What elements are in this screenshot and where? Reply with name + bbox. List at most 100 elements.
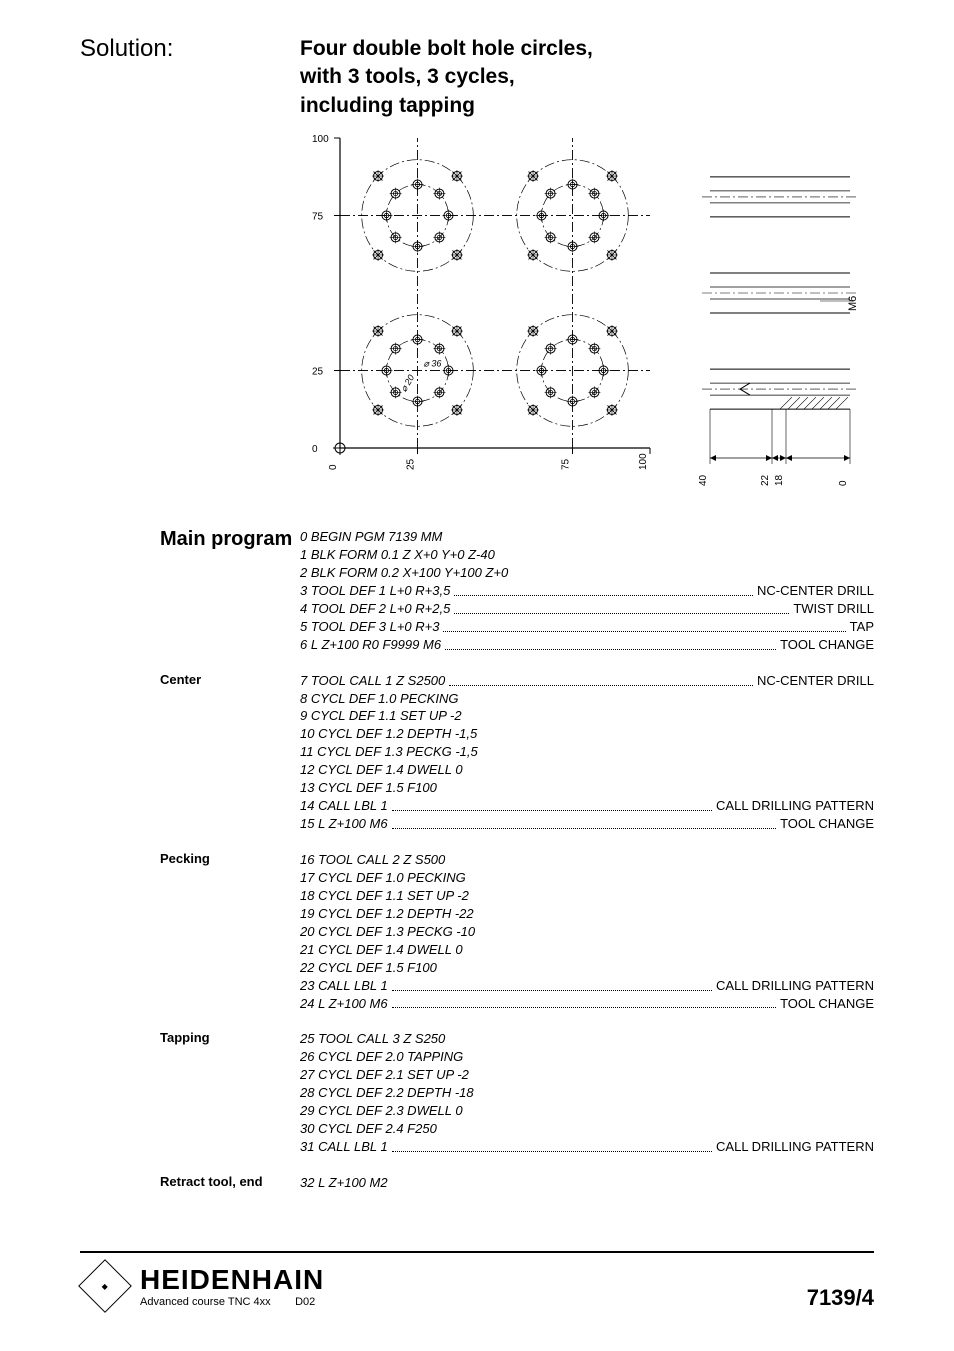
code-text: 21 CYCL DEF 1.4 DWELL 0 — [300, 941, 463, 959]
code-text: 29 CYCL DEF 2.3 DWELL 0 — [300, 1102, 463, 1120]
svg-text:75: 75 — [561, 458, 572, 470]
code-line: 7 TOOL CALL 1 Z S2500NC-CENTER DRILL — [300, 672, 874, 690]
code-text: 31 CALL LBL 1 — [300, 1138, 388, 1156]
page-number: 7139/4 — [807, 1285, 874, 1311]
code-line: 25 TOOL CALL 3 Z S250 — [300, 1030, 874, 1048]
header-row: Solution: Four double bolt hole circles,… — [80, 35, 874, 120]
section: Center 7 TOOL CALL 1 Z S2500NC-CENTER DRI… — [80, 672, 874, 833]
brand-logo-icon: ◆ — [78, 1259, 132, 1313]
code-line: 27 CYCL DEF 2.1 SET UP -2 — [300, 1066, 874, 1084]
leader-dots — [392, 995, 777, 1009]
code-text: 27 CYCL DEF 2.1 SET UP -2 — [300, 1066, 469, 1084]
leader-dots — [392, 797, 712, 811]
code-comment: CALL DRILLING PATTERN — [716, 1138, 874, 1156]
code-text: 11 CYCL DEF 1.3 PECKG -1,5 — [300, 743, 478, 761]
svg-text:0: 0 — [838, 480, 849, 486]
code-line: 21 CYCL DEF 1.4 DWELL 0 — [300, 941, 874, 959]
course-label: Advanced course TNC 4xx — [140, 1296, 271, 1308]
code-line: 16 TOOL CALL 2 Z S500 — [300, 851, 874, 869]
code-comment: NC-CENTER DRILL — [757, 672, 874, 690]
code-line: 15 L Z+100 M6 TOOL CHANGE — [300, 815, 874, 833]
code-lines: 25 TOOL CALL 3 Z S25026 CYCL DEF 2.0 TAP… — [300, 1030, 874, 1156]
brand-block: ◆ HEIDENHAIN Advanced course TNC 4xx D02 — [80, 1261, 324, 1311]
code-line: 6 L Z+100 R0 F9999 M6 TOOL CHANGE — [300, 636, 874, 654]
svg-text:22: 22 — [760, 474, 771, 486]
brand-name: HEIDENHAIN — [140, 1264, 324, 1296]
code-text: 15 L Z+100 M6 — [300, 815, 388, 833]
code-text: 19 CYCL DEF 1.2 DEPTH -22 — [300, 905, 474, 923]
code-line: 8 CYCL DEF 1.0 PECKING — [300, 690, 874, 708]
code-line: 9 CYCL DEF 1.1 SET UP -2 — [300, 707, 874, 725]
svg-text:40: 40 — [698, 474, 709, 486]
section-label: Main program — [160, 528, 292, 551]
code-lines: 16 TOOL CALL 2 Z S50017 CYCL DEF 1.0 PEC… — [300, 851, 874, 1012]
code-text: 1 BLK FORM 0.1 Z X+0 Y+0 Z-40 — [300, 546, 495, 564]
code-comment: TWIST DRILL — [793, 600, 874, 618]
svg-text:18: 18 — [774, 474, 785, 486]
code-line: 4 TOOL DEF 2 L+0 R+2,5 TWIST DRILL — [300, 600, 874, 618]
code-line: 26 CYCL DEF 2.0 TAPPING — [300, 1048, 874, 1066]
svg-text:100: 100 — [312, 134, 329, 145]
code-text: 12 CYCL DEF 1.4 DWELL 0 — [300, 761, 463, 779]
solution-label: Solution: — [80, 35, 300, 63]
code-text: 3 TOOL DEF 1 L+0 R+3,5 — [300, 582, 450, 600]
code-line: 3 TOOL DEF 1 L+0 R+3,5 NC-CENTER DRILL — [300, 582, 874, 600]
code-comment: TOOL CHANGE — [780, 815, 874, 833]
section: Pecking 16 TOOL CALL 2 Z S50017 CYCL DEF … — [80, 851, 874, 1012]
code-comment: CALL DRILLING PATTERN — [716, 797, 874, 815]
code-line: 32 L Z+100 M2 — [300, 1174, 874, 1192]
code-comment: TOOL CHANGE — [780, 995, 874, 1013]
code-line: 19 CYCL DEF 1.2 DEPTH -22 — [300, 905, 874, 923]
code-comment: CALL DRILLING PATTERN — [716, 977, 874, 995]
svg-text:25: 25 — [312, 367, 324, 378]
section: Tapping 25 TOOL CALL 3 Z S25026 CYCL DEF … — [80, 1030, 874, 1156]
code-line: 28 CYCL DEF 2.2 DEPTH -18 — [300, 1084, 874, 1102]
code-text: 2 BLK FORM 0.2 X+100 Y+100 Z+0 — [300, 564, 508, 582]
code-text: 17 CYCL DEF 1.0 PECKING — [300, 869, 466, 887]
code-text: 8 CYCL DEF 1.0 PECKING — [300, 690, 458, 708]
code-line: 30 CYCL DEF 2.4 F250 — [300, 1120, 874, 1138]
svg-text:0: 0 — [312, 444, 318, 455]
code-text: 10 CYCL DEF 1.2 DEPTH -1,5 — [300, 725, 477, 743]
section-label: Retract tool, end — [160, 1174, 263, 1189]
section-label: Tapping — [160, 1030, 210, 1045]
code-text: 0 BEGIN PGM 7139 MM — [300, 528, 442, 546]
leader-dots — [392, 815, 777, 829]
title-line-3: including tapping — [300, 92, 593, 120]
code-text: 5 TOOL DEF 3 L+0 R+3 — [300, 618, 439, 636]
code-line: 24 L Z+100 M6TOOL CHANGE — [300, 995, 874, 1013]
code-lines: 7 TOOL CALL 1 Z S2500NC-CENTER DRILL8 CY… — [300, 672, 874, 833]
code-comment: TOOL CHANGE — [780, 636, 874, 654]
code-line: 2 BLK FORM 0.2 X+100 Y+100 Z+0 — [300, 564, 874, 582]
code-text: 20 CYCL DEF 1.3 PECKG -10 — [300, 923, 475, 941]
code-line: 22 CYCL DEF 1.5 F100 — [300, 959, 874, 977]
leader-dots — [392, 1138, 712, 1152]
code-text: 26 CYCL DEF 2.0 TAPPING — [300, 1048, 463, 1066]
code-text: 6 L Z+100 R0 F9999 M6 — [300, 636, 441, 654]
brand-sub: Advanced course TNC 4xx D02 — [140, 1296, 324, 1308]
section-label: Center — [160, 672, 201, 687]
code-line: 1 BLK FORM 0.1 Z X+0 Y+0 Z-40 — [300, 546, 874, 564]
section-label: Pecking — [160, 851, 210, 866]
code-line: 29 CYCL DEF 2.3 DWELL 0 — [300, 1102, 874, 1120]
svg-text:25: 25 — [406, 458, 417, 470]
code-line: 31 CALL LBL 1 CALL DRILLING PATTERN — [300, 1138, 874, 1156]
code-line: 14 CALL LBL 1CALL DRILLING PATTERN — [300, 797, 874, 815]
code-line: 17 CYCL DEF 1.0 PECKING — [300, 869, 874, 887]
leader-dots — [443, 618, 845, 632]
code-line: 18 CYCL DEF 1.1 SET UP -2 — [300, 887, 874, 905]
leader-dots — [445, 636, 776, 650]
svg-text:⌀ 36: ⌀ 36 — [424, 359, 442, 369]
code-text: 22 CYCL DEF 1.5 F100 — [300, 959, 437, 977]
code-lines: 0 BEGIN PGM 7139 MM1 BLK FORM 0.1 Z X+0 … — [300, 528, 874, 654]
svg-text:75: 75 — [312, 212, 324, 223]
title-line-2: with 3 tools, 3 cycles, — [300, 63, 593, 91]
diagram-svg: 0025257575100100⌀ 36⌀ 200182240M6 — [300, 128, 860, 498]
leader-dots — [392, 977, 712, 991]
code-text: 4 TOOL DEF 2 L+0 R+2,5 — [300, 600, 450, 618]
code-comment: NC-CENTER DRILL — [757, 582, 874, 600]
code-line: 12 CYCL DEF 1.4 DWELL 0 — [300, 761, 874, 779]
section: Main program 0 BEGIN PGM 7139 MM1 BLK FOR… — [80, 528, 874, 654]
code-line: 20 CYCL DEF 1.3 PECKG -10 — [300, 923, 874, 941]
svg-text:0: 0 — [328, 464, 339, 470]
